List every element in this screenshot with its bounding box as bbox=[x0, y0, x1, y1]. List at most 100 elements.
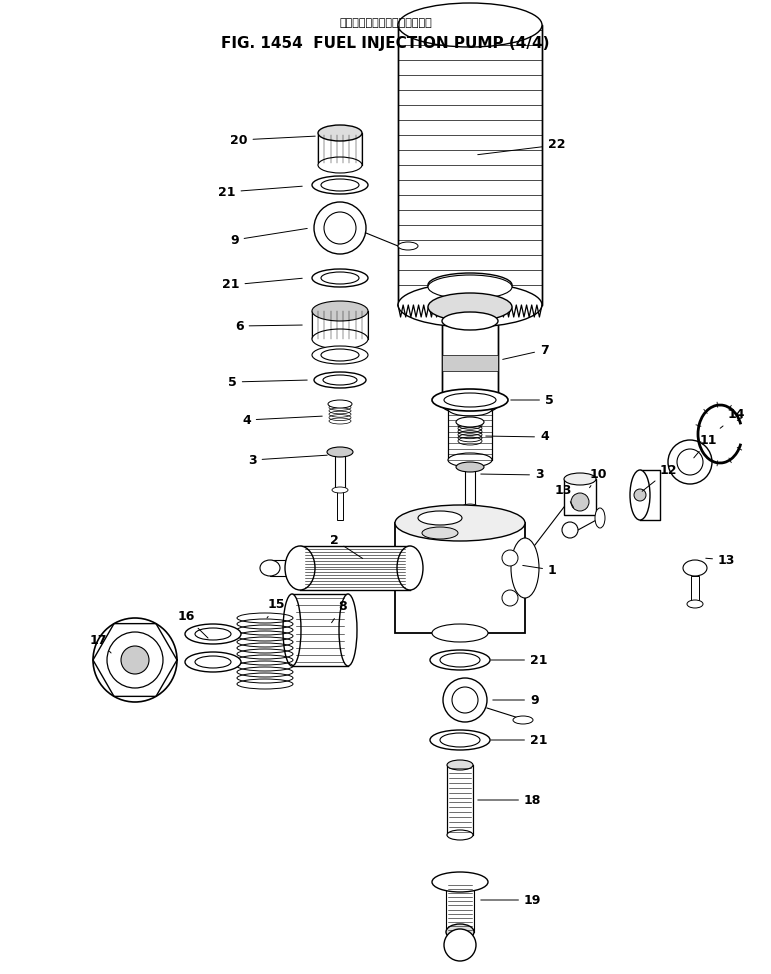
Text: 9: 9 bbox=[493, 693, 539, 706]
Ellipse shape bbox=[321, 272, 359, 284]
Ellipse shape bbox=[318, 157, 362, 173]
Bar bbox=[318, 133, 362, 165]
Ellipse shape bbox=[339, 594, 357, 666]
Bar bbox=[465, 467, 475, 507]
Ellipse shape bbox=[285, 546, 315, 590]
Text: 16: 16 bbox=[178, 611, 208, 638]
Text: 15: 15 bbox=[267, 598, 285, 618]
Ellipse shape bbox=[448, 402, 492, 416]
Ellipse shape bbox=[418, 511, 462, 525]
Text: 3: 3 bbox=[248, 454, 327, 467]
Circle shape bbox=[502, 550, 518, 566]
Text: 5: 5 bbox=[228, 376, 307, 389]
Ellipse shape bbox=[195, 656, 231, 668]
Ellipse shape bbox=[442, 312, 498, 330]
Ellipse shape bbox=[562, 522, 578, 538]
Ellipse shape bbox=[314, 202, 366, 254]
Ellipse shape bbox=[564, 473, 596, 485]
Text: 10: 10 bbox=[590, 468, 608, 488]
Text: FIG. 1454  FUEL INJECTION PUMP (4/4): FIG. 1454 FUEL INJECTION PUMP (4/4) bbox=[221, 36, 550, 51]
Text: 17: 17 bbox=[90, 633, 111, 653]
Bar bbox=[428, 285, 512, 307]
Bar bbox=[270, 560, 300, 576]
Ellipse shape bbox=[432, 389, 508, 411]
Text: 21: 21 bbox=[222, 279, 302, 291]
Ellipse shape bbox=[312, 301, 368, 321]
Bar bbox=[448, 409, 492, 460]
Bar bbox=[442, 321, 498, 405]
Ellipse shape bbox=[687, 600, 703, 608]
Ellipse shape bbox=[446, 924, 474, 940]
Ellipse shape bbox=[318, 125, 362, 141]
Text: 21: 21 bbox=[218, 185, 302, 199]
Text: 20: 20 bbox=[230, 133, 315, 146]
Bar bbox=[446, 882, 474, 932]
Ellipse shape bbox=[398, 3, 542, 47]
Circle shape bbox=[107, 632, 163, 688]
Ellipse shape bbox=[440, 733, 480, 747]
Circle shape bbox=[502, 590, 518, 606]
Ellipse shape bbox=[283, 594, 301, 666]
Circle shape bbox=[452, 687, 478, 713]
Ellipse shape bbox=[440, 653, 480, 667]
Bar bbox=[335, 452, 345, 490]
Ellipse shape bbox=[314, 372, 366, 388]
Ellipse shape bbox=[398, 242, 418, 250]
Ellipse shape bbox=[428, 293, 512, 321]
Ellipse shape bbox=[456, 417, 484, 427]
Bar bbox=[292, 594, 348, 666]
Text: 21: 21 bbox=[491, 733, 547, 746]
Ellipse shape bbox=[456, 462, 484, 472]
Circle shape bbox=[444, 929, 476, 961]
Ellipse shape bbox=[185, 624, 241, 644]
Bar bbox=[312, 311, 368, 339]
Text: 6: 6 bbox=[235, 319, 302, 332]
Bar bbox=[442, 355, 498, 371]
Circle shape bbox=[121, 646, 149, 674]
Text: 1: 1 bbox=[523, 564, 557, 577]
Ellipse shape bbox=[428, 273, 512, 297]
Circle shape bbox=[668, 440, 712, 484]
Ellipse shape bbox=[447, 760, 473, 770]
Ellipse shape bbox=[428, 275, 512, 299]
Bar bbox=[337, 490, 343, 520]
Bar bbox=[447, 765, 473, 835]
Ellipse shape bbox=[321, 179, 359, 191]
Ellipse shape bbox=[185, 652, 241, 672]
Ellipse shape bbox=[595, 508, 605, 528]
Ellipse shape bbox=[630, 470, 650, 520]
Ellipse shape bbox=[432, 872, 488, 892]
Ellipse shape bbox=[323, 375, 357, 385]
Bar bbox=[398, 25, 542, 305]
Bar bbox=[300, 546, 410, 590]
Text: 13: 13 bbox=[555, 483, 574, 507]
Ellipse shape bbox=[395, 505, 525, 541]
Text: 21: 21 bbox=[491, 654, 547, 666]
Ellipse shape bbox=[683, 560, 707, 576]
Ellipse shape bbox=[430, 730, 490, 750]
Bar bbox=[564, 479, 596, 515]
Text: 2: 2 bbox=[330, 534, 362, 558]
Ellipse shape bbox=[312, 269, 368, 287]
Circle shape bbox=[634, 489, 646, 501]
Ellipse shape bbox=[442, 396, 498, 414]
Ellipse shape bbox=[312, 329, 368, 349]
Text: 12: 12 bbox=[642, 464, 678, 491]
Circle shape bbox=[443, 678, 487, 722]
Text: 9: 9 bbox=[230, 229, 308, 246]
Ellipse shape bbox=[398, 283, 542, 327]
Ellipse shape bbox=[430, 650, 490, 670]
Bar bbox=[691, 576, 699, 604]
Ellipse shape bbox=[260, 560, 280, 576]
Text: 4: 4 bbox=[486, 431, 549, 443]
Ellipse shape bbox=[432, 624, 488, 642]
Ellipse shape bbox=[447, 830, 473, 840]
Ellipse shape bbox=[324, 212, 356, 244]
Bar bbox=[395, 523, 525, 633]
Ellipse shape bbox=[332, 487, 348, 493]
Ellipse shape bbox=[195, 628, 231, 640]
Text: 8: 8 bbox=[332, 601, 347, 622]
Ellipse shape bbox=[448, 453, 492, 467]
Text: 11: 11 bbox=[694, 433, 718, 458]
Ellipse shape bbox=[422, 527, 458, 539]
